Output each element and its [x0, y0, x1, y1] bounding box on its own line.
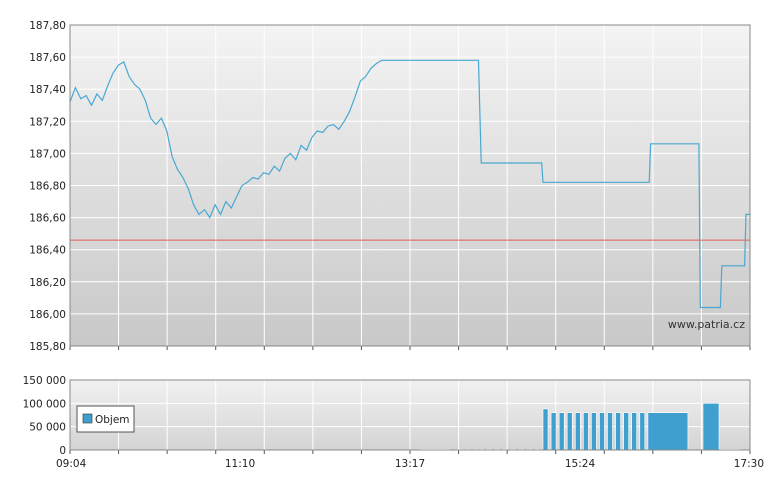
price-y-tick-label: 186,40 [29, 245, 66, 257]
volume-bar [702, 402, 720, 451]
price-line [69, 59, 750, 309]
legend-swatch [82, 413, 93, 424]
price-y-tick-label: 187,40 [29, 84, 66, 96]
legend-label: Objem [95, 414, 130, 426]
volume-bars [419, 402, 741, 451]
price-y-tick-label: 186,00 [29, 309, 66, 321]
volume-bar [591, 412, 597, 451]
volume-bar [647, 412, 689, 451]
volume-bar [607, 412, 613, 451]
volume-bar [583, 412, 589, 451]
price-plot-border [69, 24, 751, 347]
watermark: www.patria.cz [668, 318, 745, 331]
volume-bar [623, 412, 630, 451]
volume-y-tick-label: 150 000 [23, 375, 66, 387]
volume-bar [558, 412, 565, 451]
volume-bar [631, 412, 638, 451]
volume-legend: Objem [76, 405, 135, 433]
price-x-axis-ticks [69, 346, 751, 350]
volume-y-tick-label: 100 000 [23, 398, 66, 410]
volume-bar [599, 412, 605, 451]
price-y-tick-label: 185,80 [29, 341, 66, 353]
price-y-tick-label: 186,60 [29, 213, 66, 225]
x-tick-label: 15:24 [565, 458, 596, 470]
x-tick-label: 11:10 [225, 458, 255, 470]
volume-y-tick-label: 50 000 [29, 422, 66, 434]
x-tick-label: 17:30 [734, 458, 764, 470]
volume-x-axis: 09:04 11:10 13:17 15:24 17:30 [56, 450, 764, 470]
price-grid [70, 25, 750, 346]
price-y-tick-label: 187,00 [29, 148, 66, 160]
price-y-tick-label: 187,60 [29, 52, 66, 64]
x-tick-label: 13:17 [395, 458, 425, 470]
volume-bar [542, 408, 549, 451]
price-y-tick-label: 186,20 [29, 277, 66, 289]
volume-bar [550, 412, 557, 451]
volume-bar [615, 412, 621, 451]
volume-y-axis: 0 50 000 100 000 150 000 [23, 375, 66, 457]
volume-bar [639, 412, 646, 451]
price-y-tick-label: 186,80 [29, 181, 66, 193]
volume-plot-border [69, 379, 751, 451]
volume-y-tick-label: 0 [59, 445, 66, 457]
volume-bar [566, 412, 573, 451]
price-y-axis: 185,80 186,00 186,20 186,40 186,60 186,80 187,… [29, 20, 66, 353]
price-y-tick-label: 187,20 [29, 116, 66, 128]
price-y-tick-label: 187,80 [29, 20, 66, 32]
x-tick-label: 09:04 [56, 458, 87, 470]
volume-bar [574, 412, 581, 451]
